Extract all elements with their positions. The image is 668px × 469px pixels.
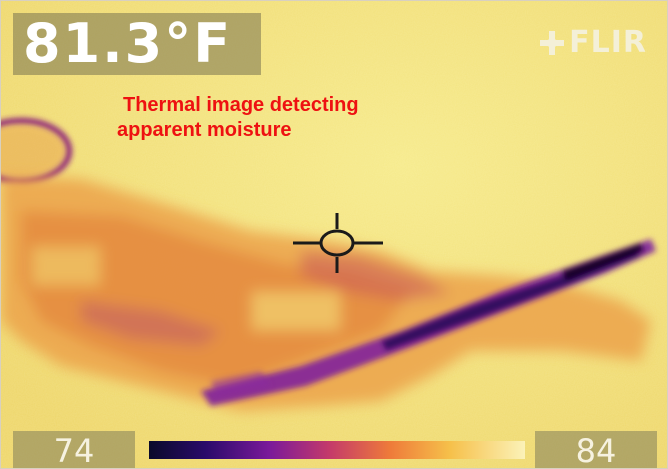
brand-logo: FLIR — [539, 25, 647, 60]
temperature-readout: 81.3°F — [13, 13, 261, 75]
scale-max-value: 84 — [535, 431, 657, 468]
caption-line-1: Thermal image detecting — [123, 94, 359, 116]
scale-min-value: 74 — [13, 431, 135, 468]
color-scale-bar — [149, 441, 525, 459]
caption-line-2: apparent moisture — [117, 119, 292, 141]
flir-logo-icon — [540, 30, 565, 55]
image-caption: Thermal image detecting apparent moistur… — [117, 93, 463, 143]
crosshair-icon — [293, 213, 383, 273]
brand-name: FLIR — [569, 25, 647, 60]
cold-streak — [201, 239, 656, 406]
